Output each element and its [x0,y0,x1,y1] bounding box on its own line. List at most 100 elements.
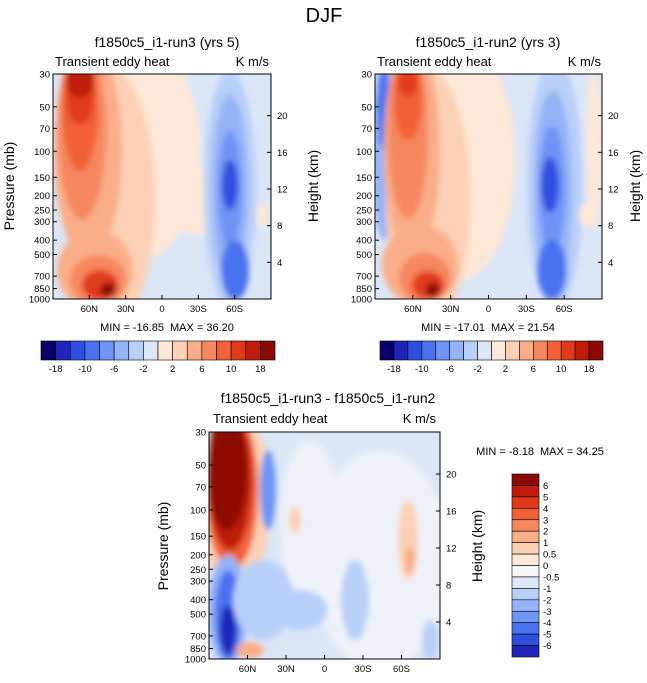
colorbar-swatch [511,599,540,612]
panel-3-left-label: Transient eddy heat [213,411,328,426]
y-tick-label: 150 [34,173,50,184]
colorbar-swatch [40,340,56,361]
y-tick-label: 400 [356,236,372,247]
height-tick-label: 8 [277,221,282,232]
y-tick-label: 500 [190,610,206,621]
y-tick-label: 400 [34,236,50,247]
colorbar-tick-label: -6 [445,364,453,375]
x-tick-label: 60S [393,664,410,675]
colorbar-tick-label: 3 [543,515,548,526]
x-tick-label: 30S [518,304,535,315]
y-tick-label: 50 [195,461,206,472]
colorbar-swatch [435,340,450,361]
x-tick-label: 60S [556,304,573,315]
x-tick-label: 0 [159,304,164,315]
y-tick-label: 200 [34,191,50,202]
panel-3-height-ticks: 4 8 12 16 20 [436,470,457,629]
panel-2-x-ticks: 60N 30N 0 30S 60S [404,295,573,315]
panel-3-min-label: MIN = [476,446,509,458]
colorbar-swatch [511,633,540,646]
height-tick-label: 12 [446,544,457,555]
colorbar-swatch [113,340,130,361]
panel-2-title: f1850c5_i1-run2 (yrs 3) [416,34,561,50]
colorbar-swatch [230,340,247,361]
height-tick-label: 8 [446,581,451,592]
colorbar-tick-label: 6 [531,364,536,375]
colorbar-swatch [511,645,540,658]
panel-2-min-value: -17.01 [454,322,485,334]
panel-1-min-label: MIN = [100,322,133,334]
panel-3-min-value: -8.18 [509,446,534,458]
colorbar-swatch [172,340,188,361]
colorbar-swatch [574,340,590,361]
colorbar-swatch [407,340,423,361]
y-tick-label: 850 [356,284,372,295]
y-tick-label: 50 [361,102,372,113]
y-tick-label: 100 [356,147,372,158]
colorbar-swatch [379,340,395,361]
y-tick-label: 300 [356,217,372,228]
panel-1-title: f1850c5_i1-run3 (yrs 5) [95,34,240,50]
x-tick-label: 30N [442,304,460,315]
colorbar-tick-label: -5 [543,630,551,641]
colorbar-tick-label: -18 [387,364,401,375]
height-tick-label: 20 [277,111,288,122]
colorbar-swatch [511,576,540,589]
colorbar-swatch [143,340,159,361]
colorbar-tick-label: 4 [543,504,548,515]
colorbar-swatch [546,340,562,361]
panel-2-min-label: MIN = [421,322,454,334]
panel-2-contour-field [375,74,602,299]
colorbar-swatch [55,340,71,361]
colorbar-swatch [245,340,261,361]
colorbar-tick-label: 1 [543,538,548,549]
y-tick-label: 30 [39,70,50,81]
colorbar-tick-label: 10 [556,364,567,375]
y-tick-label: 250 [34,206,50,217]
panel-1-max-value: 36.20 [206,322,234,334]
colorbar-swatch [511,519,540,532]
panel-1-min-value: -16.85 [133,322,164,334]
figure-title: DJF [306,5,343,27]
colorbar-swatch [157,340,173,361]
height-tick-label: 20 [446,470,457,481]
colorbar-tick-label: 2 [503,364,508,375]
colorbar-swatch [511,485,540,498]
y-tick-label: 30 [361,70,372,81]
panel-2-height-ticks: 4 8 12 16 20 [598,111,619,269]
panel-2-units-label: K m/s [568,54,602,69]
colorbar-tick-label: 18 [255,364,266,375]
y-tick-label: 700 [190,631,206,642]
colorbar-tick-label: -2 [473,364,481,375]
colorbar-swatch [463,340,478,361]
y-tick-label: 100 [190,505,206,516]
panel-1-left-label: Transient eddy heat [55,54,170,69]
x-tick-label: 0 [322,664,327,675]
y-tick-label: 300 [190,577,206,588]
colorbar-tick-label: -1 [543,584,551,595]
colorbar-swatch [511,610,540,623]
colorbar-swatch [511,508,540,521]
colorbar-swatch [511,565,540,578]
y-tick-label: 70 [195,482,206,493]
y-tick-label: 250 [356,206,372,217]
y-tick-label: 250 [190,565,206,576]
colorbar-swatch [99,340,115,361]
colorbar-swatch [393,340,409,361]
colorbar-tick-label: 2 [170,364,175,375]
colorbar-swatch [511,473,540,486]
colorbar-tick-label: 10 [226,364,237,375]
panel-3-stats: MIN = -8.18 MAX = 34.25 [476,446,604,458]
panel-1-colorbar: -18 -10 -6 -2 2 6 10 18 [40,340,276,375]
panel-3-ylabel-right: Height (km) [469,510,485,582]
panel-1-contour-field [53,74,271,299]
colorbar-swatch [511,542,540,555]
y-tick-label: 400 [190,595,206,606]
panel-2-max-label: MAX = [491,322,527,334]
panel-3-max-value: 34.25 [576,446,604,458]
colorbar-swatch [505,340,520,361]
y-tick-label: 150 [190,532,206,543]
y-tick-label: 500 [356,250,372,261]
